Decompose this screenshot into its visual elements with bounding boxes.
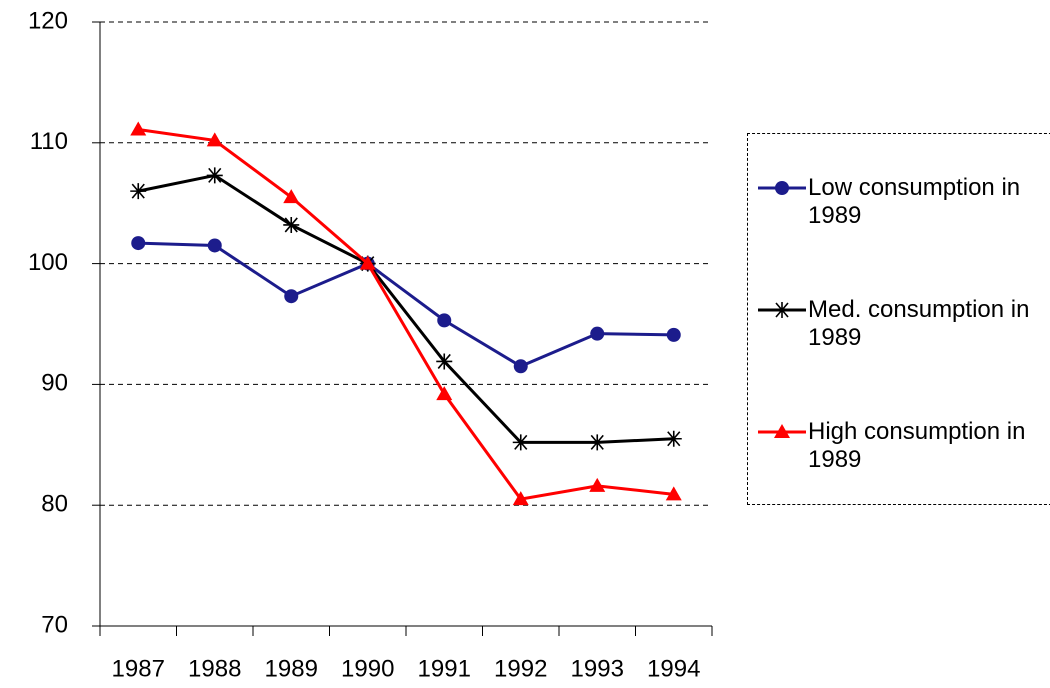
legend: Low consumption in 1989 Med. consumption … xyxy=(747,133,1050,505)
marker xyxy=(206,167,223,184)
series-line xyxy=(137,173,674,444)
legend-entry: High consumption in 1989 xyxy=(756,418,1048,474)
x-tick-label: 1992 xyxy=(494,655,547,682)
marker xyxy=(774,424,790,438)
marker xyxy=(589,434,606,451)
marker xyxy=(283,189,300,204)
x-tick-label: 1987 xyxy=(112,655,165,682)
y-tick-label: 110 xyxy=(30,128,68,155)
legend-swatch xyxy=(758,181,806,195)
marker xyxy=(436,386,453,401)
marker xyxy=(131,236,146,251)
y-tick-label: 120 xyxy=(28,7,68,34)
series-line xyxy=(138,241,674,368)
marker xyxy=(436,353,453,370)
marker xyxy=(665,486,682,501)
marker xyxy=(775,181,789,195)
y-tick-label: 80 xyxy=(41,491,68,518)
marker xyxy=(512,434,529,451)
legend-entry: Low consumption in 1989 xyxy=(756,174,1048,230)
y-tick-label: 70 xyxy=(41,611,68,638)
marker xyxy=(512,491,529,506)
marker xyxy=(437,313,452,328)
series-line xyxy=(138,128,674,501)
marker xyxy=(207,238,222,253)
marker xyxy=(206,132,223,147)
marker xyxy=(666,327,681,342)
marker xyxy=(284,289,299,304)
legend-swatch xyxy=(758,424,806,438)
y-tick-label: 100 xyxy=(28,249,68,276)
marker xyxy=(589,477,606,492)
marker xyxy=(590,326,605,341)
legend-label: Low consumption in 1989 xyxy=(808,174,1021,229)
legend-swatch xyxy=(758,302,806,318)
legend-label: High consumption in 1989 xyxy=(808,418,1026,473)
x-tick-label: 1990 xyxy=(341,655,394,682)
marker xyxy=(665,430,682,447)
legend-label: Med. consumption in 1989 xyxy=(808,296,1030,351)
marker xyxy=(130,183,147,200)
marker xyxy=(130,121,147,136)
marker xyxy=(359,255,376,270)
x-tick-label: 1994 xyxy=(647,655,700,682)
x-tick-label: 1988 xyxy=(188,655,241,682)
x-tick-label: 1989 xyxy=(265,655,318,682)
x-tick-label: 1993 xyxy=(571,655,624,682)
marker xyxy=(283,216,300,233)
marker xyxy=(774,302,790,318)
y-tick-label: 90 xyxy=(41,370,68,397)
x-tick-label: 1991 xyxy=(418,655,471,682)
marker xyxy=(513,359,528,374)
legend-entry: Med. consumption in 1989 xyxy=(756,296,1048,352)
